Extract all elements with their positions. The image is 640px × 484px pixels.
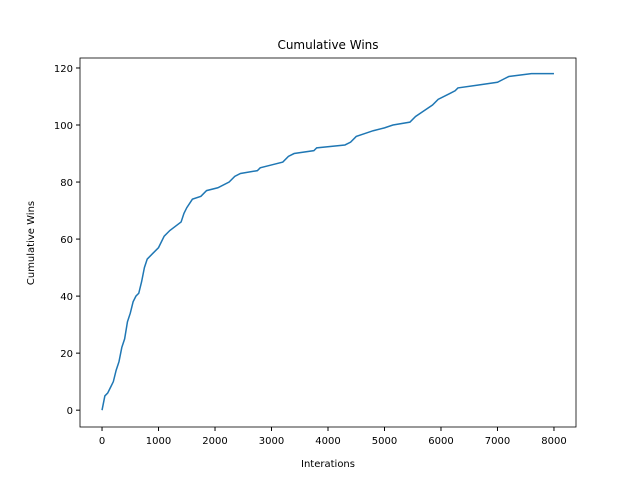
x-tick-label: 4000 — [315, 436, 340, 447]
x-tick-label: 6000 — [428, 436, 453, 447]
y-tick-label: 100 — [54, 121, 73, 132]
x-tick-label: 3000 — [259, 436, 284, 447]
chart-title: Cumulative Wins — [277, 38, 378, 52]
x-tick-label: 0 — [99, 436, 105, 447]
x-axis-label: Interations — [301, 459, 355, 470]
y-tick-label: 40 — [60, 292, 73, 303]
x-tick-label: 2000 — [202, 436, 227, 447]
x-tick-label: 1000 — [146, 436, 171, 447]
y-tick-label: 20 — [60, 349, 73, 360]
y-axis-label: Cumulative Wins — [26, 201, 37, 285]
plot-frame — [79, 57, 577, 428]
y-tick-label: 80 — [60, 178, 73, 189]
y-tick-label: 0 — [67, 406, 73, 417]
x-tick-label: 7000 — [485, 436, 510, 447]
x-tick-label: 8000 — [541, 436, 566, 447]
y-tick-label: 60 — [60, 235, 73, 246]
line — [101, 72, 554, 411]
y-tick-label: 120 — [54, 64, 73, 75]
x-tick-label: 5000 — [372, 436, 397, 447]
